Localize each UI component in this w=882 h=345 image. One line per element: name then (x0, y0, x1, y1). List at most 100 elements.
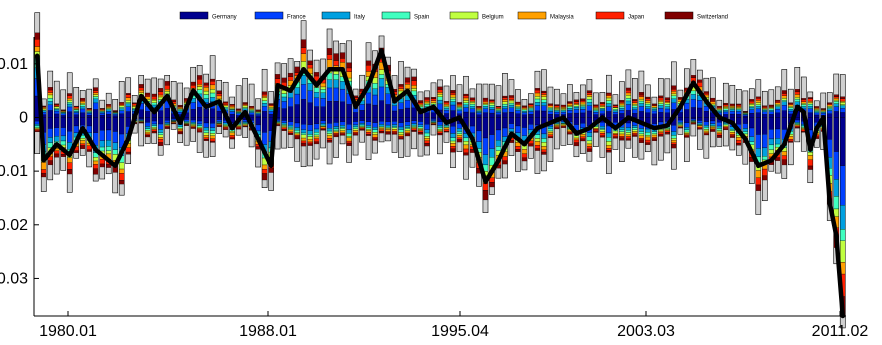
bar-segment-switzerland (710, 129, 716, 132)
bar-segment-germany (346, 117, 352, 125)
bar-segment-spain (463, 137, 469, 142)
bar-segment-france (417, 121, 424, 125)
bar-segment-belgium (541, 142, 547, 147)
bar-segment-germany (651, 117, 658, 124)
bar-segment-italy (677, 122, 684, 124)
bar-segment-france (775, 108, 781, 113)
legend-label-italy: Italy (354, 15, 365, 21)
bar-segment-belgium (489, 103, 495, 106)
bar-segment-japan (80, 143, 86, 146)
bar-segment-germany (697, 107, 703, 118)
bar-segment-malaysia (489, 101, 495, 104)
bar-segment-spain (372, 83, 378, 89)
bar-segment-malaysia (580, 101, 586, 105)
bar-segment-switzerland (632, 134, 638, 137)
bar-segment-france (710, 120, 716, 124)
bar-segment-switzerland (385, 132, 391, 135)
bar-segment-belgium (612, 130, 619, 134)
bar-segment-japan (300, 140, 307, 144)
bar-segment-switzerland (333, 134, 339, 138)
bar-segment-switzerland (515, 101, 521, 104)
bar-segment-switzerland (125, 151, 131, 155)
bar-segment-italy (723, 110, 729, 113)
bar-segment-italy (417, 124, 424, 127)
bar-segment-spain (47, 98, 53, 102)
bar-segment-switzerland (326, 48, 333, 55)
bar-segment-germany (573, 112, 580, 118)
bar-segment-malaysia (775, 102, 781, 105)
bar-segment-spain (593, 109, 599, 111)
bar-segment-malaysia (515, 104, 521, 107)
bar-segment-malaysia (411, 85, 417, 89)
bar-group (521, 99, 528, 171)
bar-segment-france (99, 130, 105, 141)
bar-segment-belgium (534, 138, 541, 142)
bar-segment-belgium (671, 138, 677, 141)
bar-segment-switzerland (339, 133, 346, 136)
bar-segment-france (619, 109, 625, 114)
bar-segment-spain (521, 109, 528, 112)
bar-segment-belgium (638, 133, 645, 136)
bar-segment-belgium (840, 240, 846, 263)
bar-segment-france (775, 128, 781, 139)
bar-segment-malaysia (658, 130, 664, 133)
bar-segment-italy (60, 112, 66, 114)
bar-segment-france (755, 134, 761, 149)
bar-segment-belgium (391, 127, 398, 130)
bar-segment-japan (411, 80, 417, 86)
bar-segment-japan (606, 94, 612, 96)
bar-segment-japan (593, 129, 599, 132)
bar-segment-switzerland (723, 128, 729, 131)
bar-segment-belgium (703, 129, 710, 132)
bar-segment-belgium (645, 135, 651, 138)
bar-segment-switzerland (287, 133, 294, 135)
bar-segment-france (827, 110, 833, 114)
bar-segment-italy (716, 125, 723, 129)
bar-segment-italy (690, 94, 697, 100)
bar-segment-malaysia (736, 106, 742, 109)
bar-segment-switzerland (534, 88, 541, 91)
bar-segment-germany (703, 111, 710, 118)
bar-segment-switzerland (807, 97, 813, 99)
bar-segment-france (840, 165, 846, 206)
bar-segment-france (430, 119, 437, 121)
bar-segment-germany (287, 106, 294, 118)
bar-segment-spain (417, 126, 424, 129)
bar-segment-germany (281, 108, 287, 118)
bar-segment-japan (437, 89, 443, 93)
bar-segment-france (781, 104, 787, 111)
bar-segment-italy (502, 106, 508, 109)
bar-segment-spain (619, 129, 625, 133)
bar-segment-germany (612, 117, 619, 123)
bar-segment-france (768, 111, 774, 115)
bar-segment-france (476, 130, 482, 142)
bar-group (541, 69, 547, 172)
bar-group (92, 78, 99, 182)
bar-segment-malaysia (119, 168, 125, 174)
bar-segment-spain (482, 104, 489, 107)
bar-group (690, 59, 697, 137)
bar-segment-germany (385, 104, 391, 118)
bar-segment-italy (47, 101, 53, 105)
bar-segment-belgium (190, 124, 196, 126)
bar-segment-malaysia (144, 131, 151, 135)
bar-segment-belgium (450, 140, 456, 144)
bar-segment-germany (476, 117, 482, 132)
bar-segment-switzerland (47, 87, 53, 91)
bar-segment-italy (788, 109, 794, 112)
bar-segment-malaysia (326, 135, 333, 139)
bar-segment-france (385, 121, 391, 126)
bar-segment-malaysia (619, 133, 625, 137)
bar-segment-germany (768, 117, 774, 130)
bar-segment-switzerland (60, 154, 66, 157)
bar-segment-malaysia (645, 100, 651, 103)
bar-segment-germany (534, 110, 541, 118)
bar-segment-belgium (209, 89, 216, 94)
bar-segment-france (593, 112, 599, 115)
bar-segment-switzerland (196, 75, 203, 80)
bar-segment-switzerland (417, 100, 424, 103)
bar-segment-italy (437, 125, 443, 128)
bar-segment-italy (606, 103, 612, 107)
bar-segment-malaysia (573, 103, 580, 105)
bar-segment-japan (606, 148, 612, 151)
